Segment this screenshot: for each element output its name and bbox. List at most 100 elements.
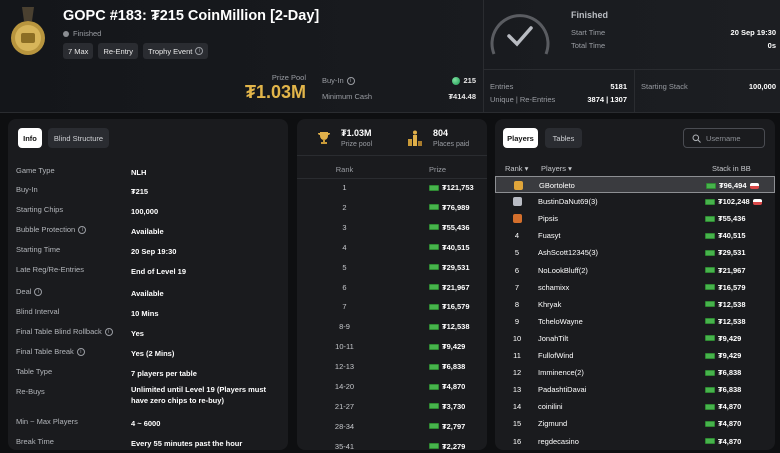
- player-stack-group: ₮21,967: [705, 266, 746, 275]
- player-row[interactable]: 12 Imminence(2) ₮6,838: [495, 364, 775, 381]
- player-stack: ₮4,870: [718, 419, 742, 429]
- player-row[interactable]: 7 schamixx ₮16,579: [495, 279, 775, 296]
- player-row[interactable]: Pipsis ₮55,436: [495, 210, 775, 227]
- finished-check-icon: [490, 14, 550, 55]
- player-row[interactable]: 6 NoLookBluff(2) ₮21,967: [495, 262, 775, 279]
- player-row[interactable]: 15 Zigmund ₮4,870: [495, 415, 775, 432]
- cash-icon: [429, 363, 439, 370]
- player-row[interactable]: 8 Khryak ₮12,538: [495, 296, 775, 313]
- cash-icon: [705, 267, 715, 273]
- tag-label: Trophy Event: [148, 46, 193, 56]
- search-icon: [692, 134, 701, 143]
- tag-7max: 7 Max: [63, 43, 94, 59]
- player-stack-group: ₮4,870: [705, 419, 741, 428]
- info-panel: Info Blind Structure Game Type NLH Buy-In ₮…: [8, 119, 288, 450]
- player-row[interactable]: 9 TcheloWayne ₮12,538: [495, 313, 775, 330]
- header-divider: [483, 0, 484, 113]
- prize-rank: 6: [342, 282, 347, 292]
- info-row-value: 10 Mins: [131, 309, 159, 318]
- cash-icon: [429, 323, 439, 330]
- prize-amount-group: ₮76,989: [429, 203, 470, 212]
- col-players-header[interactable]: Players ▾: [541, 164, 572, 173]
- cash-icon: [429, 383, 439, 390]
- cash-icon: [429, 224, 439, 231]
- info-label-text: Bubble Protection: [16, 225, 76, 234]
- info-icon[interactable]: i: [76, 347, 85, 356]
- info-row-label: Game Type: [16, 166, 55, 175]
- buyin-label: Buy-In: [322, 76, 344, 85]
- player-stack-group: ₮102,248: [705, 197, 762, 206]
- player-row[interactable]: 13 PadashtiDavai ₮6,838: [495, 381, 775, 398]
- tab-tables[interactable]: Tables: [545, 128, 582, 148]
- info-label-text: Deal: [16, 287, 32, 296]
- player-row[interactable]: 4 Fuasyt ₮40,515: [495, 227, 775, 244]
- player-stack: ₮16,579: [718, 282, 746, 292]
- players-panel: Players Tables Username Rank ▾ Players ▾…: [495, 119, 775, 450]
- player-name: TcheloWayne: [538, 316, 583, 326]
- cash-icon: [429, 343, 439, 350]
- status-indicator: Finished: [63, 29, 101, 38]
- info-row-label: Break Time: [16, 437, 54, 446]
- player-row[interactable]: 16 regdecasino ₮4,870: [495, 433, 775, 450]
- cash-icon: [429, 423, 439, 430]
- cash-icon: [705, 232, 715, 239]
- username-search-input[interactable]: Username: [683, 128, 765, 148]
- info-row-value: Available: [131, 227, 164, 236]
- info-row-label: Blind Interval: [16, 307, 59, 316]
- player-stack-group: ₮12,538: [705, 300, 746, 309]
- tag-reentry: Re-Entry: [98, 43, 139, 59]
- prize-amount: ₮2,797: [442, 421, 466, 431]
- info-icon[interactable]: i: [78, 225, 87, 234]
- info-row-value: Unlimited until Level 19 (Players must h…: [131, 385, 267, 405]
- tag-label: Re-Entry: [103, 46, 134, 56]
- trophy-icon: [318, 132, 330, 144]
- prize-amount-group: ₮6,838: [429, 362, 465, 371]
- tab-info[interactable]: Info: [18, 128, 42, 148]
- player-row[interactable]: 10 JonahTilt ₮9,429: [495, 330, 775, 347]
- country-flag-icon: [749, 182, 759, 189]
- player-row[interactable]: BustinDaNut69(3) ₮102,248: [495, 193, 775, 210]
- player-name: PadashtiDavai: [538, 385, 587, 395]
- info-label-text: Blind Interval: [16, 307, 60, 316]
- prize-row: 14-20 ₮4,870: [297, 377, 487, 396]
- cash-icon: [705, 249, 715, 256]
- min-cash-value: ₮414.48: [448, 92, 476, 101]
- player-rank: 15: [512, 419, 522, 429]
- prize-row: 7 ₮16,579: [297, 297, 487, 316]
- tag-trophy-event[interactable]: Trophy Event i: [143, 43, 209, 59]
- tab-blind-structure[interactable]: Blind Structure: [48, 128, 109, 148]
- prize-amount-group: ₮16,579: [429, 302, 470, 311]
- search-placeholder: Username: [706, 133, 741, 143]
- tab-players[interactable]: Players: [503, 128, 538, 148]
- player-row[interactable]: 5 AshScott12345(3) ₮29,531: [495, 244, 775, 261]
- cash-icon: [429, 204, 439, 211]
- col-rank-header: Rank: [335, 165, 354, 174]
- player-row[interactable]: 11 FullofWind ₮9,429: [495, 347, 775, 364]
- info-row-value: Available: [131, 289, 164, 298]
- info-icon[interactable]: i: [34, 287, 43, 296]
- info-icon[interactable]: i: [346, 76, 355, 85]
- places-paid-value: 804: [433, 128, 449, 138]
- info-icon[interactable]: i: [195, 47, 204, 55]
- podium-icon: [408, 130, 422, 146]
- info-label-text: Starting Chips: [16, 205, 64, 214]
- info-row-value: Yes (2 Mins): [131, 349, 175, 358]
- prize-rank: 28-34: [334, 421, 355, 431]
- info-row-label: Late Reg/Re-Entries: [16, 265, 84, 274]
- prize-summary: ₮1.03M Prize pool 804 Places paid: [297, 119, 487, 156]
- cash-icon: [705, 284, 715, 291]
- player-row[interactable]: 14 coinilini ₮4,870: [495, 398, 775, 415]
- info-label-text: Game Type: [16, 166, 55, 175]
- info-icon[interactable]: i: [104, 327, 113, 336]
- col-rank-header[interactable]: Rank ▾: [505, 164, 528, 173]
- player-row[interactable]: GBortoleto ₮96,494: [495, 176, 775, 193]
- cash-icon: [705, 352, 715, 359]
- cash-icon: [429, 403, 439, 410]
- prize-pool-value: ₮1.03M: [341, 128, 372, 138]
- player-stack: ₮9,429: [718, 351, 742, 360]
- player-stack-group: ₮4,870: [705, 437, 741, 446]
- player-name: AshScott12345(3): [538, 248, 599, 258]
- cash-icon: [705, 369, 715, 376]
- col-rank-label: Rank: [505, 164, 523, 173]
- buyin-value-group: 215: [420, 76, 476, 85]
